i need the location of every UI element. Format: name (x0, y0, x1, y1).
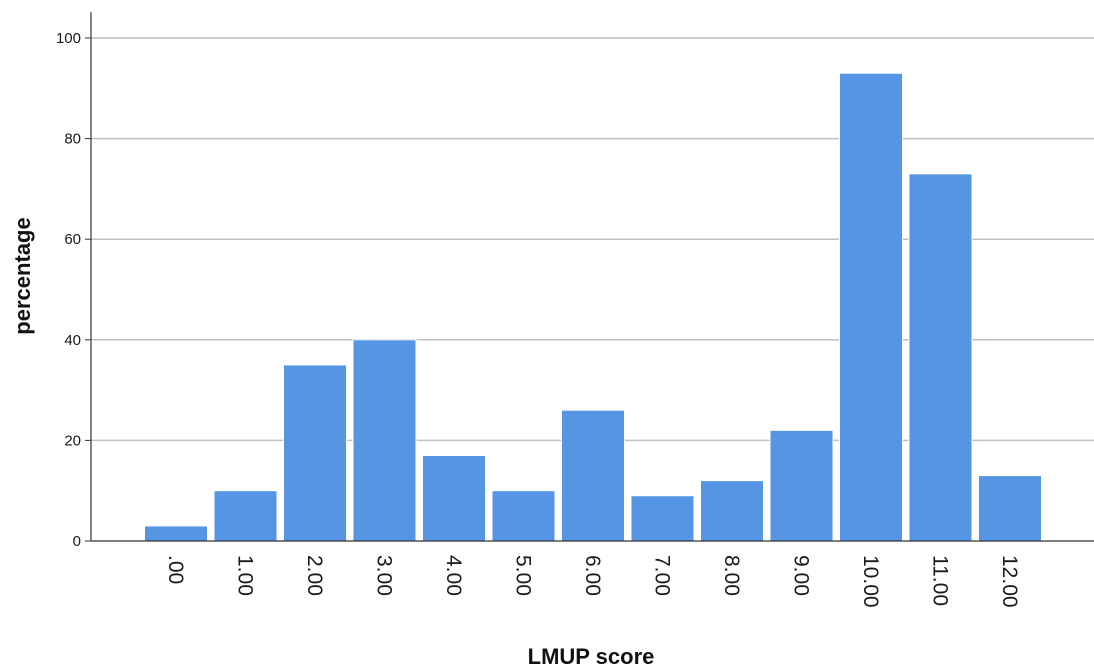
axes (90, 12, 1094, 542)
bar-2p00 (283, 364, 347, 542)
bars (144, 72, 1042, 542)
x-tick-label: 10.00 (859, 555, 882, 608)
bar-p00 (144, 525, 208, 542)
x-tick-label: 3.00 (373, 555, 396, 596)
bar-7p00 (630, 495, 695, 542)
y-tick-labels: 0 20 40 60 80 100 (56, 30, 81, 550)
x-tick-label: 8.00 (720, 555, 743, 596)
x-tick-label: 12.00 (998, 555, 1021, 608)
x-axis-title: LMUP score (528, 644, 655, 669)
x-tick-label: 1.00 (234, 555, 257, 596)
bar-1p00 (213, 490, 278, 542)
bar-12p00 (978, 475, 1042, 542)
bar-9p00 (769, 429, 834, 542)
x-tick-label: 7.00 (651, 555, 674, 596)
y-tick-label: 0 (73, 533, 81, 550)
x-tick-label: 4.00 (442, 555, 465, 596)
bar-11p00 (908, 173, 973, 542)
x-tick-label: 6.00 (581, 555, 604, 596)
x-tick-label: 9.00 (790, 555, 813, 596)
y-tick-label: 40 (64, 332, 81, 349)
x-tick-label: 2.00 (303, 555, 326, 596)
y-tick-label: 80 (64, 131, 81, 148)
bar-3p00 (352, 339, 417, 542)
y-tick-label: 100 (56, 30, 81, 47)
y-tick-label: 60 (64, 231, 81, 248)
bar-10p00 (839, 72, 903, 542)
bar-4p00 (422, 454, 486, 542)
bar-6p00 (561, 409, 625, 542)
x-tick-label: 5.00 (512, 555, 535, 596)
y-tick-label: 20 (64, 432, 81, 449)
bar-8p00 (700, 480, 764, 542)
bar-5p00 (491, 490, 556, 542)
x-tick-label: .00 (164, 555, 187, 584)
x-tick-labels: .00 1.00 2.00 3.00 4.00 5.00 6.00 7.00 8.00 9.00 1… (164, 555, 1021, 608)
x-tick-label: 11.00 (929, 555, 952, 606)
y-axis-title: percentage (10, 217, 35, 334)
